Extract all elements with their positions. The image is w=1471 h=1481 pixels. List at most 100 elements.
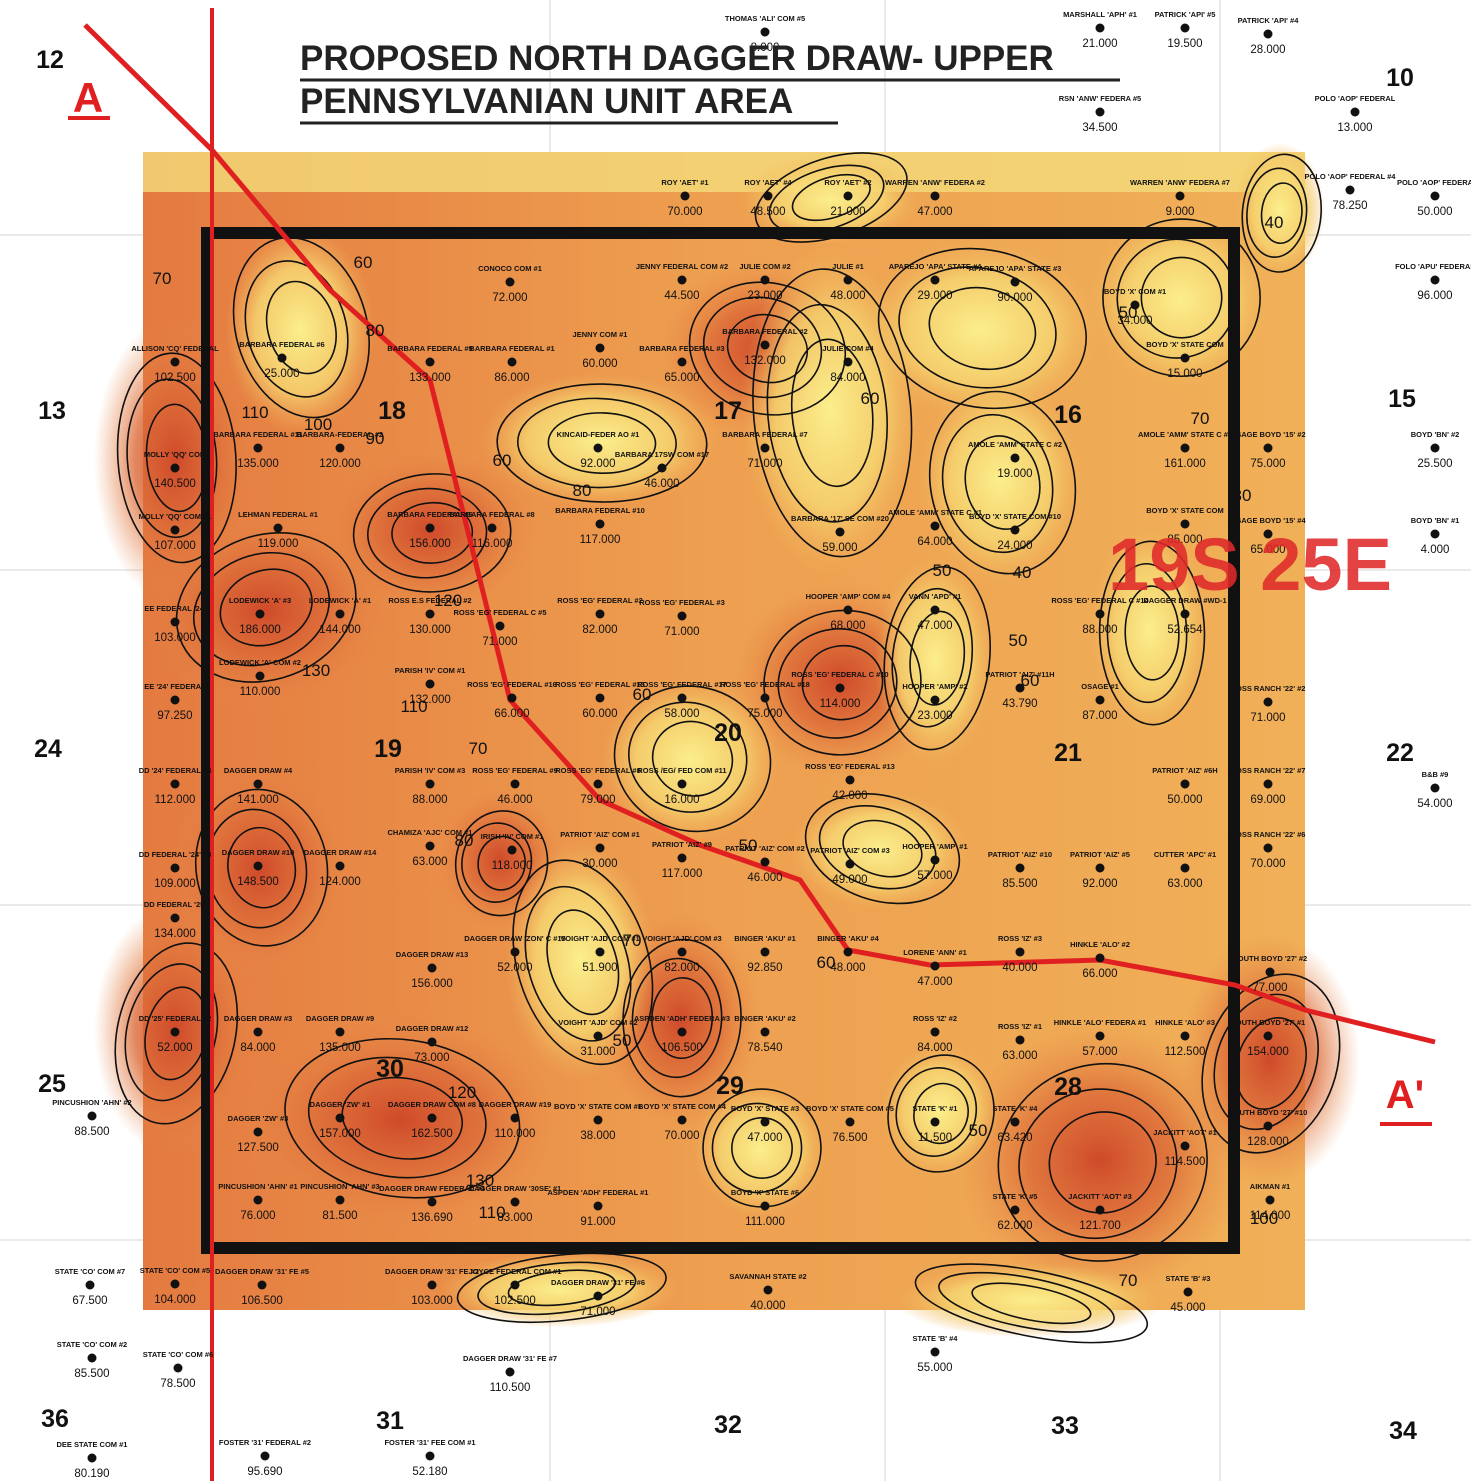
well-marker	[1095, 863, 1105, 873]
well-name: ROSS 'EG' FEDERAL #15	[555, 680, 645, 689]
well: CONOCO COM #1 72.000	[478, 264, 542, 304]
well: DAGGER DRAW '31' FE #5 106.500	[215, 1267, 309, 1307]
well: JACKITT 'AOT' #3 121.700	[1068, 1192, 1132, 1232]
well-name: ROSS 'EG' FEDERAL #2	[557, 596, 643, 605]
well-marker	[507, 845, 517, 855]
well-marker	[1430, 783, 1440, 793]
well-value: 46.000	[497, 794, 532, 806]
well: MOLLY 'QQ' COM #1 107.000	[139, 512, 212, 552]
well-name: ROSS 'EG' FEDERAL #17	[637, 680, 727, 689]
well-value: 70.000	[667, 206, 702, 218]
well-marker	[1015, 863, 1025, 873]
well: PATRIOT 'AIZ' #11H 43.790	[985, 670, 1054, 710]
well-marker	[510, 1280, 520, 1290]
well-name: EE FEDERAL '24'	[144, 604, 206, 613]
well-marker	[510, 1197, 520, 1207]
contour-lines	[114, 152, 1341, 1344]
well-value: 71.000	[664, 626, 699, 638]
well-name: DAGGER DRAW '31' FE #6	[551, 1278, 645, 1287]
well-name: ROSS RANCH '22' #6	[1231, 830, 1306, 839]
well: PINCUSHION 'AHN' #3 81.500	[300, 1182, 379, 1222]
well: STATE 'CO' COM #2 85.500	[57, 1340, 127, 1380]
well-marker	[677, 611, 687, 621]
well-name: SOUTH BOYD '27' #2	[1233, 954, 1307, 963]
well: IRISH 'IV' COM #1 118.000	[481, 832, 544, 872]
well-name: DAGGER DRAW COM #8	[388, 1100, 476, 1109]
well-marker	[677, 779, 687, 789]
section-number: 13	[38, 397, 66, 425]
well: PATRIOT 'AIZ' #5 92.000	[1070, 850, 1130, 890]
well: DAGGER DRAW #14 124.000	[304, 848, 377, 888]
well-marker	[760, 1117, 770, 1127]
well-value: 83.000	[497, 1212, 532, 1224]
contour-line	[791, 173, 871, 222]
well: DD '24' FEDERAL #4 112.000	[139, 766, 212, 806]
well-name: STATE 'K' #4	[993, 1104, 1039, 1113]
well: VANN 'APD' #1 47.000	[909, 592, 962, 632]
well-marker	[253, 779, 263, 789]
contour-line	[631, 957, 723, 1079]
well-value: 88.000	[1082, 624, 1117, 636]
well-marker	[1263, 529, 1273, 539]
well-marker	[273, 523, 283, 533]
well-name: BARBARA FEDERAL #9	[387, 344, 472, 353]
well-marker	[335, 1195, 345, 1205]
contour-line	[244, 260, 349, 398]
contour-label: 70	[1119, 1271, 1138, 1290]
contour-line	[126, 378, 218, 539]
well-marker	[930, 521, 940, 531]
well-name: LODEWICK 'A' #3	[229, 596, 291, 605]
well-marker	[1183, 1287, 1193, 1297]
contour-line	[284, 1037, 521, 1199]
well-value: 132.000	[409, 694, 451, 706]
well-marker	[595, 693, 605, 703]
well-marker	[760, 275, 770, 285]
well-value: 71.000	[482, 636, 517, 648]
contour-label: 80	[455, 831, 474, 850]
well: DAGGER DRAW #19 110.000	[479, 1100, 552, 1140]
well-value: 45.000	[1170, 1302, 1205, 1314]
well-marker	[1180, 1141, 1190, 1151]
well-name: ROSS E.S FEDERAL #2	[388, 596, 471, 605]
well-value: 111.000	[745, 1216, 785, 1228]
well-name: PARISH 'IV' COM #3	[395, 766, 466, 775]
well-marker	[507, 693, 517, 703]
well-name: ROSS 'EG' FEDERAL #3	[639, 598, 725, 607]
well-marker	[595, 519, 605, 529]
well-name: PATRIOT 'AIZ' #10	[988, 850, 1052, 859]
well-value: 148.500	[237, 876, 279, 888]
well: VOIGHT 'AJD' COM #3 82.000	[642, 934, 721, 974]
well: STATE 'K' #5 62.000	[993, 1192, 1038, 1232]
contour-line	[938, 1271, 1115, 1333]
low-zone	[440, 1252, 680, 1328]
well: BOYD 'X' STATE COM #1 38.000	[554, 1102, 642, 1142]
contour-label: 100	[304, 415, 332, 434]
well-marker	[1180, 519, 1190, 529]
well-name: OSAGE BOYD '15' #4	[1230, 516, 1306, 525]
well: JACKITT 'AOT' #1 114.500	[1153, 1128, 1217, 1168]
contour-line	[1106, 562, 1188, 704]
well: DAGGER DRAW COM #8 162.500	[388, 1100, 476, 1140]
well-value: 110.000	[495, 1128, 536, 1140]
well-name: STATE 'B' #4	[913, 1334, 959, 1343]
well-name: FOLO 'APU' FEDERAL	[1395, 262, 1471, 271]
well-name: ROSS 'IZ' #1	[998, 1022, 1042, 1031]
well-marker	[595, 343, 605, 353]
contour-label: 70	[469, 739, 488, 758]
contour-line	[265, 280, 337, 375]
well-marker	[170, 1279, 180, 1289]
well-name: ROY 'AET' #1	[661, 178, 708, 187]
well-value: 186.000	[239, 624, 281, 636]
contour-line	[731, 1117, 793, 1179]
well-name: PINCUSHION 'AHN' #3	[300, 1182, 379, 1191]
well-marker	[593, 1115, 603, 1125]
well-value: 60.000	[582, 358, 617, 370]
well: ROSS 'EG' FEDERAL #13 42.000	[805, 762, 895, 802]
well-marker	[173, 1363, 183, 1373]
well-value: 57.000	[1082, 1046, 1117, 1058]
well-value: 44.500	[664, 290, 699, 302]
well-value: 128.000	[1247, 1136, 1289, 1148]
well: STATE 'CO' COM #5 104.000	[140, 1266, 210, 1306]
well: FOSTER '31' FEDERAL #2 95.690	[219, 1438, 311, 1478]
contour-line	[914, 1263, 1149, 1344]
